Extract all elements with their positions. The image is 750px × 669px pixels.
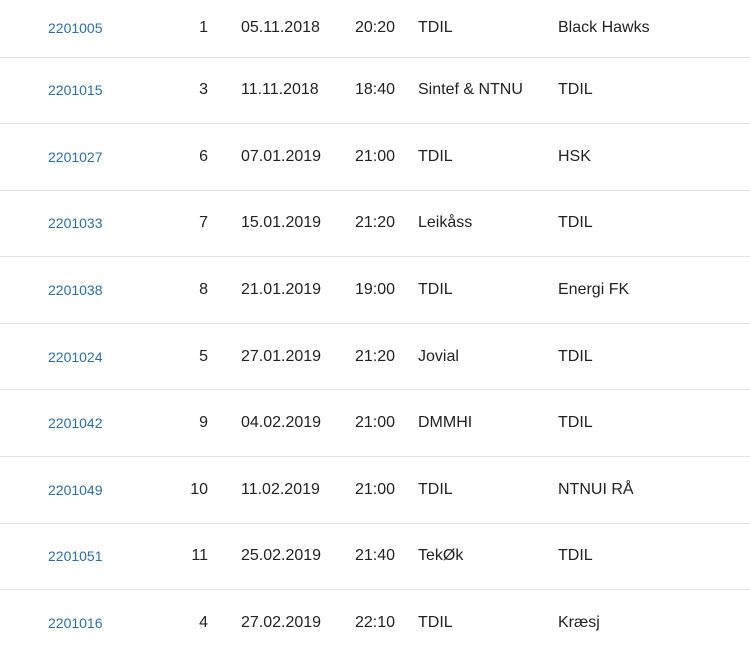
match-id-link[interactable]: 2201005 xyxy=(48,20,103,37)
round-number: 10 xyxy=(190,480,208,498)
away-team: TDIL xyxy=(558,214,593,232)
match-id-link[interactable]: 2201049 xyxy=(48,481,103,498)
match-id-cell: 2201016 xyxy=(0,590,178,657)
match-id-link[interactable]: 2201038 xyxy=(48,282,103,299)
match-date: 27.01.2019 xyxy=(241,347,322,365)
match-id-link[interactable]: 2201027 xyxy=(48,148,103,165)
table-row: 2201015 3 11.11.2018 18:40 Sintef & NTNU… xyxy=(0,57,750,124)
match-time: 20:20 xyxy=(355,19,396,37)
away-team: TDIL xyxy=(558,547,593,565)
home-team: DMMHI xyxy=(418,414,473,432)
table-row: 2201033 7 15.01.2019 21:20 Leikåss TDIL xyxy=(0,190,750,257)
match-time: 21:00 xyxy=(355,480,396,498)
match-id-link[interactable]: 2201015 xyxy=(48,82,103,99)
match-time: 21:00 xyxy=(355,414,396,432)
away-team: Energi FK xyxy=(558,281,630,299)
round-number: 4 xyxy=(199,614,208,632)
table-row: 2201005 1 05.11.2018 20:20 TDIL Black Ha… xyxy=(0,0,750,57)
round-number: 6 xyxy=(199,147,208,165)
match-id-cell: 2201033 xyxy=(0,190,178,257)
match-id-link[interactable]: 2201042 xyxy=(48,415,103,432)
match-id-link[interactable]: 2201051 xyxy=(48,548,103,565)
match-id-cell: 2201024 xyxy=(0,323,178,390)
match-time: 18:40 xyxy=(355,81,396,99)
home-team: TDIL xyxy=(418,19,453,37)
match-time: 19:00 xyxy=(355,281,396,299)
match-date: 11.02.2019 xyxy=(241,480,320,498)
match-date: 07.01.2019 xyxy=(241,147,322,165)
away-team: NTNUI RÅ xyxy=(558,480,634,498)
match-date: 04.02.2019 xyxy=(241,414,322,432)
away-team: HSK xyxy=(558,147,591,165)
away-team: TDIL xyxy=(558,414,593,432)
match-id-cell: 2201038 xyxy=(0,257,178,324)
round-number: 11 xyxy=(191,547,208,565)
match-id-link[interactable]: 2201024 xyxy=(48,348,103,365)
match-time: 22:10 xyxy=(355,614,396,632)
match-time: 21:40 xyxy=(355,547,396,565)
match-date: 21.01.2019 xyxy=(241,281,322,299)
round-number: 9 xyxy=(199,414,208,432)
match-date: 05.11.2018 xyxy=(241,19,320,37)
away-team: Kræsj xyxy=(558,614,600,632)
home-team: TekØk xyxy=(418,547,464,565)
round-number: 8 xyxy=(199,281,208,299)
match-id-cell: 2201005 xyxy=(0,0,178,57)
match-date: 27.02.2019 xyxy=(241,614,322,632)
table-row: 2201024 5 27.01.2019 21:20 Jovial TDIL xyxy=(0,323,750,390)
match-id-cell: 2201051 xyxy=(0,523,178,590)
match-time: 21:00 xyxy=(355,147,396,165)
table-row: 2201027 6 07.01.2019 21:00 TDIL HSK xyxy=(0,123,750,191)
match-id-cell: 2201027 xyxy=(0,124,178,191)
home-team: Leikåss xyxy=(418,214,473,232)
match-id-link[interactable]: 2201033 xyxy=(48,215,103,232)
round-number: 7 xyxy=(199,214,208,232)
table-row: 2201051 11 25.02.2019 21:40 TekØk TDIL xyxy=(0,523,750,590)
home-team: TDIL xyxy=(418,480,453,498)
match-date: 25.02.2019 xyxy=(241,547,322,565)
home-team: Sintef & NTNU xyxy=(418,81,523,99)
table-row: 2201016 4 27.02.2019 22:10 TDIL Kræsj xyxy=(0,589,750,657)
round-number: 3 xyxy=(199,81,208,99)
match-date: 15.01.2019 xyxy=(241,214,322,232)
home-team: TDIL xyxy=(418,614,453,632)
home-team: TDIL xyxy=(418,147,453,165)
match-id-cell: 2201049 xyxy=(0,457,178,524)
match-time: 21:20 xyxy=(355,214,396,232)
table-row: 2201042 9 04.02.2019 21:00 DMMHI TDIL xyxy=(0,389,750,457)
round-number: 1 xyxy=(199,19,208,37)
round-number: 5 xyxy=(199,347,208,365)
match-id-link[interactable]: 2201016 xyxy=(48,615,103,632)
away-team: TDIL xyxy=(558,81,593,99)
match-date: 11.11.2018 xyxy=(241,81,319,99)
away-team: TDIL xyxy=(558,347,593,365)
match-id-cell: 2201015 xyxy=(0,57,178,124)
match-time: 21:20 xyxy=(355,347,396,365)
home-team: TDIL xyxy=(418,281,453,299)
away-team: Black Hawks xyxy=(558,19,650,37)
table-row: 2201049 10 11.02.2019 21:00 TDIL NTNUI R… xyxy=(0,456,750,524)
table-row: 2201038 8 21.01.2019 19:00 TDIL Energi F… xyxy=(0,256,750,324)
match-id-cell: 2201042 xyxy=(0,390,178,457)
home-team: Jovial xyxy=(418,347,459,365)
